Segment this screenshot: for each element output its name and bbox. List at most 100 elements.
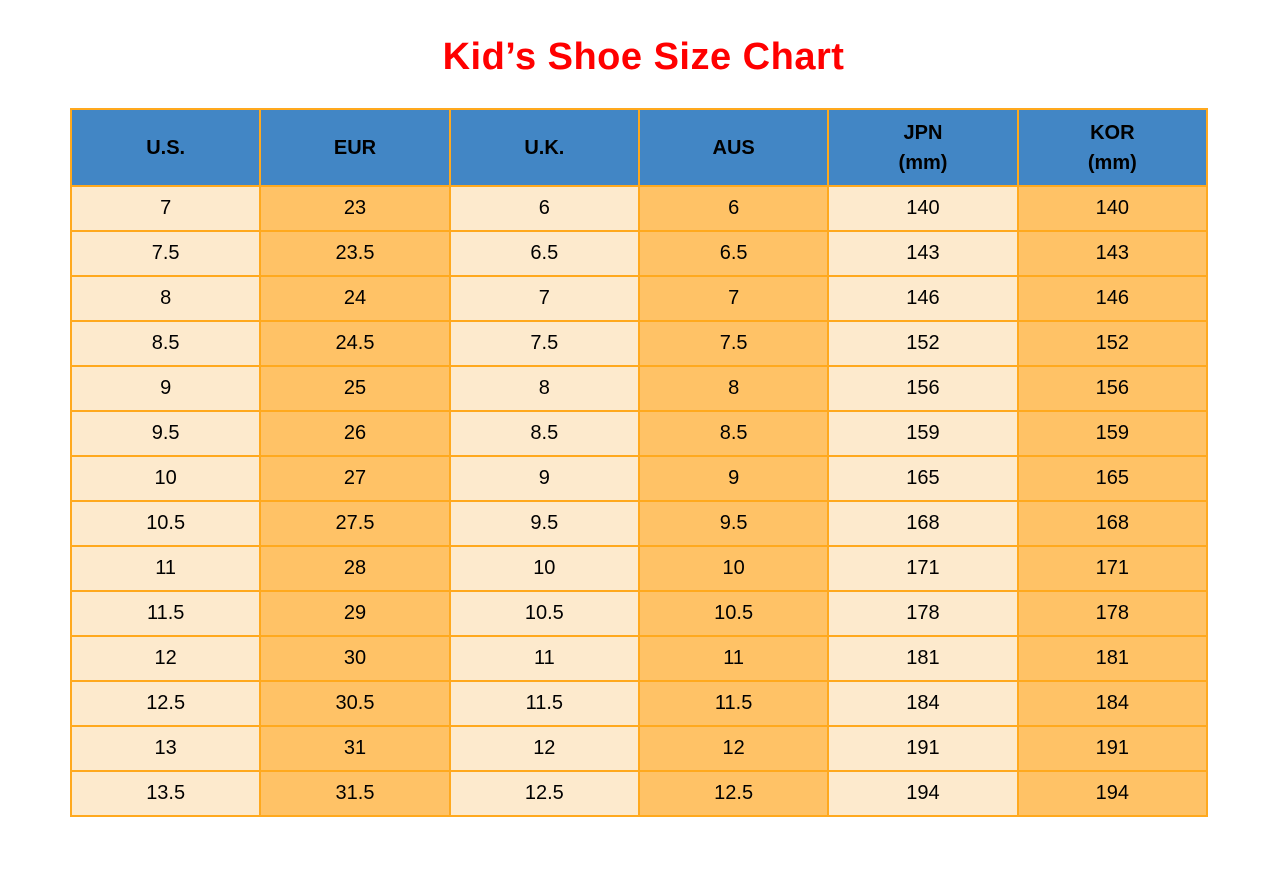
table-cell: 10.5 xyxy=(448,590,640,637)
table-cell: 191 xyxy=(1016,725,1209,772)
table-cell: 9.5 xyxy=(637,500,830,547)
table-row: 10 27 9 9 165 165 xyxy=(69,455,1209,502)
table-cell: 27.5 xyxy=(259,500,451,547)
table-cell: 168 xyxy=(827,500,1019,547)
table-cell: 23 xyxy=(259,185,451,232)
table-cell: 11 xyxy=(448,635,640,682)
table-cell: 9.5 xyxy=(69,410,262,457)
table-cell: 178 xyxy=(1016,590,1209,637)
table-cell: 10.5 xyxy=(69,500,262,547)
table-row: 7 23 6 6 140 140 xyxy=(69,185,1209,232)
table-cell: 7 xyxy=(637,275,830,322)
table-cell: 26 xyxy=(259,410,451,457)
table-cell: 152 xyxy=(1016,320,1209,367)
table-row: 13.5 31.5 12.5 12.5 194 194 xyxy=(69,770,1209,817)
table-row: 12.5 30.5 11.5 11.5 184 184 xyxy=(69,680,1209,727)
table-row: 9 25 8 8 156 156 xyxy=(69,365,1209,412)
table-cell: 12 xyxy=(637,725,830,772)
table-cell: 9 xyxy=(448,455,640,502)
table-cell: 146 xyxy=(1016,275,1209,322)
table-cell: 23.5 xyxy=(259,230,451,277)
column-header-eur: EUR xyxy=(259,108,451,187)
table-cell: 152 xyxy=(827,320,1019,367)
table-cell: 7.5 xyxy=(637,320,830,367)
table-cell: 8 xyxy=(448,365,640,412)
table-cell: 13.5 xyxy=(69,770,262,817)
table-cell: 7.5 xyxy=(448,320,640,367)
table-cell: 7.5 xyxy=(69,230,262,277)
table-row: 13 31 12 12 191 191 xyxy=(69,725,1209,772)
table-cell: 12.5 xyxy=(637,770,830,817)
table-cell: 140 xyxy=(1016,185,1209,232)
table-cell: 159 xyxy=(827,410,1019,457)
table-cell: 6.5 xyxy=(448,230,640,277)
table-row: 12 30 11 11 181 181 xyxy=(69,635,1209,682)
table-cell: 194 xyxy=(827,770,1019,817)
table-row: 7.5 23.5 6.5 6.5 143 143 xyxy=(69,230,1209,277)
table-cell: 9 xyxy=(637,455,830,502)
table-cell: 30 xyxy=(259,635,451,682)
table-cell: 140 xyxy=(827,185,1019,232)
table-cell: 31.5 xyxy=(259,770,451,817)
table-cell: 7 xyxy=(448,275,640,322)
column-header-uk: U.K. xyxy=(448,108,640,187)
table-cell: 11 xyxy=(69,545,262,592)
table-cell: 9 xyxy=(69,365,262,412)
column-header-aus: AUS xyxy=(637,108,830,187)
column-header-us: U.S. xyxy=(69,108,262,187)
table-cell: 168 xyxy=(1016,500,1209,547)
table-row: 8 24 7 7 146 146 xyxy=(69,275,1209,322)
table-cell: 6 xyxy=(637,185,830,232)
table-header: U.S. EUR U.K. AUS JPN (mm) KOR (mm) xyxy=(69,108,1209,187)
table-cell: 7 xyxy=(69,185,262,232)
table-cell: 178 xyxy=(827,590,1019,637)
table-cell: 28 xyxy=(259,545,451,592)
table-cell: 8.5 xyxy=(448,410,640,457)
table-cell: 143 xyxy=(1016,230,1209,277)
table-cell: 24.5 xyxy=(259,320,451,367)
table-cell: 181 xyxy=(827,635,1019,682)
page-title: Kid’s Shoe Size Chart xyxy=(442,36,845,78)
table-cell: 10 xyxy=(69,455,262,502)
table-cell: 6 xyxy=(448,185,640,232)
table-cell: 181 xyxy=(1016,635,1209,682)
table-cell: 31 xyxy=(259,725,451,772)
table-cell: 12 xyxy=(448,725,640,772)
table-cell: 184 xyxy=(827,680,1019,727)
table-row: 10.5 27.5 9.5 9.5 168 168 xyxy=(69,500,1209,547)
table-cell: 6.5 xyxy=(637,230,830,277)
table-cell: 9.5 xyxy=(448,500,640,547)
table-cell: 10 xyxy=(637,545,830,592)
table-cell: 29 xyxy=(259,590,451,637)
table-cell: 12 xyxy=(69,635,262,682)
table-cell: 12.5 xyxy=(69,680,262,727)
table-row: 11 28 10 10 171 171 xyxy=(69,545,1209,592)
column-header-jpn: JPN (mm) xyxy=(827,108,1019,187)
table-cell: 191 xyxy=(827,725,1019,772)
table-cell: 156 xyxy=(827,365,1019,412)
table-cell: 11.5 xyxy=(448,680,640,727)
table-cell: 25 xyxy=(259,365,451,412)
table-row: 11.5 29 10.5 10.5 178 178 xyxy=(69,590,1209,637)
table-row: 9.5 26 8.5 8.5 159 159 xyxy=(69,410,1209,457)
column-header-kor: KOR (mm) xyxy=(1016,108,1209,187)
table-cell: 10.5 xyxy=(637,590,830,637)
table-cell: 146 xyxy=(827,275,1019,322)
header-row: U.S. EUR U.K. AUS JPN (mm) KOR (mm) xyxy=(69,108,1209,187)
table-cell: 159 xyxy=(1016,410,1209,457)
table-cell: 156 xyxy=(1016,365,1209,412)
table-cell: 11 xyxy=(637,635,830,682)
table-cell: 171 xyxy=(827,545,1019,592)
table-cell: 8 xyxy=(69,275,262,322)
table-cell: 165 xyxy=(827,455,1019,502)
table-cell: 11.5 xyxy=(637,680,830,727)
table-cell: 171 xyxy=(1016,545,1209,592)
table-cell: 194 xyxy=(1016,770,1209,817)
table-cell: 184 xyxy=(1016,680,1209,727)
table-cell: 8 xyxy=(637,365,830,412)
table-cell: 143 xyxy=(827,230,1019,277)
table-cell: 8.5 xyxy=(637,410,830,457)
table-cell: 11.5 xyxy=(69,590,262,637)
table-cell: 12.5 xyxy=(448,770,640,817)
